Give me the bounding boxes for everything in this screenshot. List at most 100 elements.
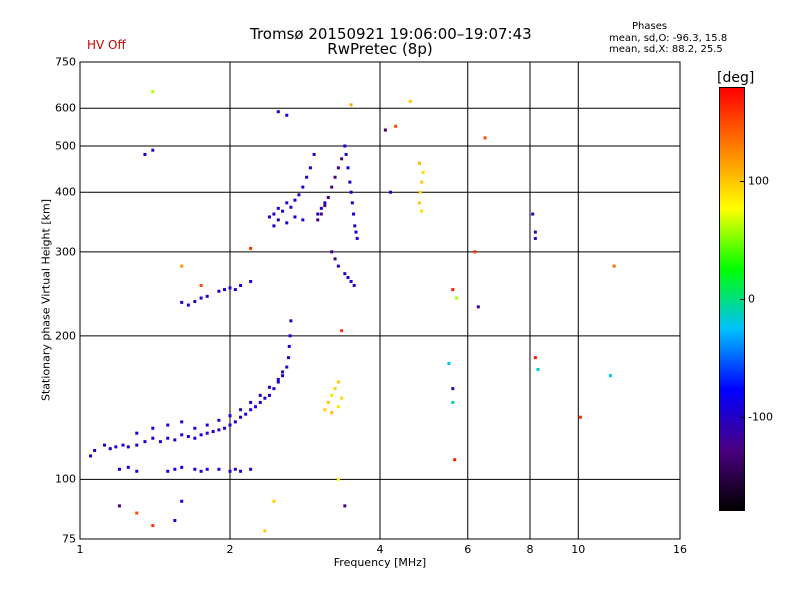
x-tick-label: 10 — [571, 543, 586, 556]
echo-point — [287, 344, 291, 348]
echo-point — [281, 209, 285, 213]
colorbar-tick-mark — [740, 416, 745, 418]
echo-point — [301, 185, 305, 189]
plot-grid — [79, 61, 681, 540]
echo-point — [126, 445, 130, 449]
colorbar-tick-label: 100 — [748, 174, 769, 188]
echo-point — [453, 458, 457, 462]
echo-point — [249, 467, 253, 471]
echo-point — [135, 431, 139, 435]
echo-point — [249, 408, 253, 412]
echo-point — [420, 209, 424, 213]
echo-point — [205, 294, 209, 298]
plot-frame — [79, 61, 681, 540]
echo-point — [180, 300, 184, 304]
echo-point — [451, 387, 455, 391]
echo-point — [193, 426, 197, 430]
echo-point — [121, 443, 125, 447]
echo-point — [333, 175, 337, 179]
echo-point — [249, 400, 253, 404]
echo-point — [193, 300, 197, 304]
echo-point — [186, 435, 190, 439]
echo-point — [108, 447, 112, 451]
echo-point — [276, 377, 280, 381]
y-tick-label: 600 — [55, 101, 76, 115]
x-tick-label: 8 — [526, 543, 534, 556]
echo-point — [223, 288, 227, 292]
echo-point — [336, 477, 340, 481]
echo-point — [199, 469, 203, 473]
echo-point — [348, 180, 352, 184]
echo-point — [343, 144, 347, 148]
echo-point — [166, 469, 170, 473]
echo-point — [180, 433, 184, 437]
echo-point — [316, 212, 320, 216]
echo-point — [288, 334, 292, 338]
echo-point — [272, 224, 276, 228]
echo-point — [336, 264, 340, 268]
echo-point — [344, 152, 348, 156]
y-tick-label: 100 — [55, 472, 76, 486]
colorbar-tick-label: -100 — [748, 410, 773, 424]
echo-point — [228, 423, 232, 427]
x-tick-label: 2 — [226, 543, 234, 556]
echo-point — [205, 423, 209, 427]
echo-point — [217, 289, 221, 293]
echo-point — [533, 230, 537, 234]
colorbar-tick-mark — [740, 181, 745, 183]
echo-point — [353, 224, 357, 228]
echo-point — [330, 185, 334, 189]
echo-point — [135, 511, 139, 515]
echo-point — [258, 400, 262, 404]
y-tick-label: 500 — [55, 139, 76, 153]
echo-point — [193, 436, 197, 440]
echo-point — [89, 454, 93, 458]
echo-point — [343, 504, 347, 508]
echo-point — [418, 190, 422, 194]
echo-point — [293, 215, 297, 219]
echo-point — [143, 440, 147, 444]
phases-o-stats: mean, sd,O: -96.3, 15.8 — [609, 33, 728, 44]
echo-point — [272, 212, 276, 216]
echo-point — [349, 279, 353, 283]
echo-point — [323, 408, 327, 412]
y-tick-label: 300 — [55, 245, 76, 259]
echo-point — [285, 201, 289, 205]
echo-point — [417, 201, 421, 205]
echo-point — [333, 257, 337, 261]
echo-point — [166, 423, 170, 427]
echo-point — [286, 356, 290, 360]
echo-point — [455, 296, 459, 300]
echo-point — [281, 370, 285, 374]
echo-point — [239, 408, 243, 412]
echo-point — [173, 438, 177, 442]
echo-point — [233, 467, 237, 471]
echo-point — [297, 193, 301, 197]
echo-point — [272, 499, 276, 503]
echo-point — [323, 201, 327, 205]
echo-point — [451, 288, 455, 292]
echo-point — [228, 414, 232, 418]
echo-point — [340, 396, 344, 400]
echo-point — [114, 445, 118, 449]
x-axis-label: Frequency [MHz] — [333, 556, 427, 569]
echo-point — [211, 430, 215, 434]
phases-x-stats: mean, sd,X: 88.2, 25.5 — [609, 44, 723, 55]
echo-point — [316, 218, 320, 222]
echo-point — [285, 365, 289, 369]
echo-point — [301, 218, 305, 222]
echo-point — [103, 443, 107, 447]
echo-point — [239, 415, 243, 419]
echo-point — [308, 166, 312, 170]
echo-point — [343, 272, 347, 276]
echo-point — [326, 400, 330, 404]
echo-point — [205, 431, 209, 435]
echo-point — [336, 166, 340, 170]
echo-point — [249, 246, 253, 250]
echo-point — [180, 420, 184, 424]
echo-point — [408, 99, 412, 103]
echo-point — [151, 426, 155, 430]
echo-point — [173, 519, 177, 523]
echo-point — [117, 504, 121, 508]
